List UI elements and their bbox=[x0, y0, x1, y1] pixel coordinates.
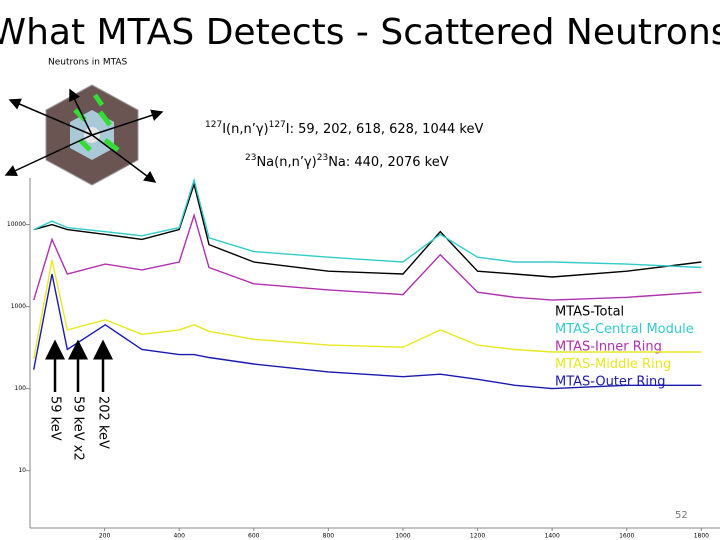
annotation-part: 127 bbox=[205, 120, 222, 130]
annotation-part: I: 59, 202, 618, 628, 1044 keV bbox=[286, 122, 484, 137]
y-tick-label: 100 bbox=[15, 385, 27, 392]
series-line bbox=[33, 273, 702, 390]
x-tick-label: 600 bbox=[248, 533, 260, 540]
x-tick-label: 200 bbox=[99, 533, 111, 540]
x-tick-label: 1600 bbox=[619, 533, 634, 540]
peak-label: 202 keV bbox=[96, 396, 111, 449]
annotation-part: 23 bbox=[245, 153, 256, 163]
inset-caption: Neutrons in MTAS bbox=[48, 58, 128, 68]
annotation-part: 127 bbox=[269, 120, 286, 130]
legend-entry: MTAS-Total bbox=[555, 305, 624, 320]
y-tick-label: 10000 bbox=[7, 221, 26, 228]
x-tick-label: 800 bbox=[323, 533, 335, 540]
peak-label: 59 keV x2 bbox=[71, 396, 86, 461]
x-tick-label: 1200 bbox=[470, 533, 485, 540]
annotation: 127I(n,n’γ)127I: 59, 202, 618, 628, 1044… bbox=[205, 120, 483, 137]
legend-entry: MTAS-Middle Ring bbox=[555, 357, 671, 372]
annotation-part: I(n,n’γ) bbox=[222, 122, 268, 137]
y-tick-label: 10 bbox=[18, 467, 26, 474]
y-tick-label: 1000 bbox=[11, 303, 26, 310]
annotation-part: 23 bbox=[317, 153, 328, 163]
x-tick-label: 1800 bbox=[694, 533, 709, 540]
series-line bbox=[33, 259, 702, 360]
series-line bbox=[33, 181, 702, 278]
annotation-part: Na(n,n’γ) bbox=[256, 155, 316, 170]
x-tick-label: 1400 bbox=[545, 533, 560, 540]
x-tick-label: 400 bbox=[173, 533, 185, 540]
page-number: 52 bbox=[675, 510, 688, 521]
series-line bbox=[33, 212, 702, 301]
inset-diagram bbox=[4, 84, 164, 186]
annotation: 23Na(n,n’γ)23Na: 440, 2076 keV bbox=[245, 153, 449, 170]
peak-label: 59 keV bbox=[48, 396, 63, 441]
legend-entry: MTAS-Central Module bbox=[555, 322, 694, 337]
legend-entry: MTAS-Inner Ring bbox=[555, 340, 662, 355]
legend-entry: MTAS-Outer Ring bbox=[555, 375, 666, 390]
series-line bbox=[33, 177, 702, 269]
slide-title: What MTAS Detects - Scattered Neutrons bbox=[0, 12, 720, 53]
x-tick-label: 1000 bbox=[395, 533, 410, 540]
annotation-part: Na: 440, 2076 keV bbox=[328, 155, 449, 170]
